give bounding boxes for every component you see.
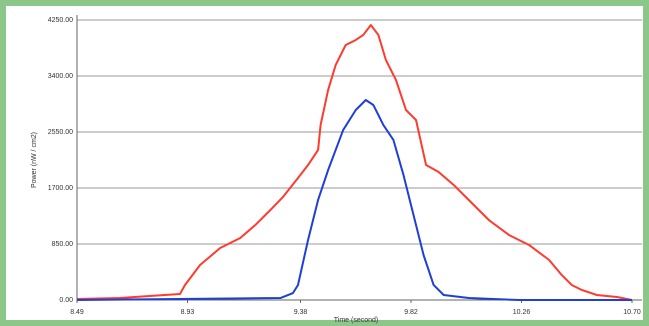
- y-tick-label: 1700.00: [48, 185, 73, 192]
- x-tick-label: 8.93: [181, 309, 195, 316]
- y-tick-label: 850.00: [52, 241, 74, 248]
- series-line: [76, 98, 632, 301]
- x-tick-label: 9.82: [404, 309, 418, 316]
- y-axis-title: Power (nW / cm2): [31, 132, 38, 188]
- y-tick-label: 0.00: [59, 297, 73, 304]
- x-tick-label: 8.49: [70, 309, 84, 316]
- x-axis-title: Time (second): [334, 317, 378, 324]
- series-line: [76, 24, 633, 301]
- x-tick-label: 9.38: [294, 309, 308, 316]
- x-tick-label: 10.26: [513, 309, 531, 316]
- y-tick-label: 4250.00: [48, 17, 73, 24]
- y-tick-label: 2550.00: [48, 129, 73, 136]
- x-tick-label: 10.70: [623, 309, 641, 316]
- y-tick-label: 3400.00: [48, 73, 73, 80]
